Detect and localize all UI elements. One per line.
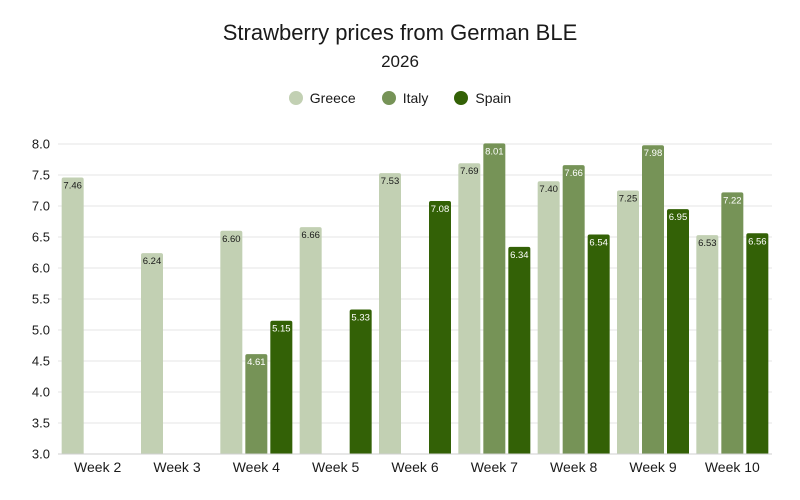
bar-value-label: 6.24 — [143, 256, 162, 267]
bar-value-label: 6.34 — [510, 250, 529, 261]
x-tick-label: Week 10 — [705, 459, 760, 475]
legend-label: Greece — [309, 90, 356, 106]
legend-label: Spain — [475, 90, 512, 106]
bar-italy-week-10 — [721, 192, 744, 455]
x-tick-label: Week 8 — [550, 459, 597, 475]
bar-value-label: 7.69 — [460, 166, 479, 177]
bar-spain-week-10 — [746, 233, 769, 454]
y-tick-label: 5.0 — [32, 323, 50, 338]
bar-value-label: 5.15 — [272, 324, 291, 335]
legend-item-greece: Greece — [288, 90, 356, 106]
bar-greece-week-3 — [141, 253, 163, 454]
bar-value-label: 6.95 — [669, 212, 688, 223]
x-tick-label: Week 7 — [471, 459, 518, 475]
bar-greece-week-4 — [220, 230, 243, 454]
legend-swatch — [381, 91, 396, 105]
bar-value-label: 7.40 — [539, 184, 558, 195]
y-tick-label: 6.5 — [32, 230, 50, 245]
y-tick-label: 7.0 — [32, 199, 50, 214]
bar-italy-week-7 — [483, 143, 506, 454]
bar-value-label: 6.53 — [698, 238, 717, 249]
bar-spain-week-8 — [587, 234, 610, 454]
bar-value-label: 8.01 — [485, 146, 504, 157]
bar-value-label: 7.53 — [381, 176, 400, 187]
legend-swatch — [454, 91, 469, 105]
bar-spain-week-4 — [270, 320, 293, 454]
bar-spain-week-5 — [349, 309, 372, 454]
bar-value-label: 6.66 — [301, 230, 320, 241]
y-tick-label: 8.0 — [32, 137, 50, 152]
bar-value-label: 6.56 — [748, 236, 767, 247]
y-tick-label: 5.5 — [32, 292, 50, 307]
x-tick-label: Week 5 — [312, 459, 359, 475]
y-tick-label: 3.0 — [32, 447, 50, 462]
bar-spain-week-9 — [667, 209, 689, 454]
bar-value-label: 7.08 — [431, 204, 450, 215]
legend-item-italy: Italy — [381, 90, 429, 106]
legend-label: Italy — [402, 90, 429, 106]
bar-value-label: 6.54 — [589, 238, 608, 249]
x-tick-label: Week 9 — [629, 459, 676, 475]
bar-greece-week-7 — [458, 163, 481, 454]
bar-greece-week-2 — [61, 177, 84, 455]
bar-value-label: 7.46 — [63, 180, 82, 191]
chart-title: Strawberry prices from German BLE — [222, 20, 578, 45]
y-tick-label: 4.0 — [32, 385, 50, 400]
y-tick-label: 4.5 — [32, 354, 50, 369]
bar-italy-week-9 — [642, 145, 664, 455]
x-tick-label: Week 4 — [233, 459, 280, 475]
legend: Greece Italy Spain — [0, 90, 800, 106]
bar-greece-week-6 — [379, 173, 401, 454]
x-tick-label: Week 3 — [153, 459, 200, 475]
bar-value-label: 7.22 — [723, 195, 742, 206]
bar-italy-week-8 — [562, 165, 585, 454]
bar-italy-week-4 — [245, 354, 268, 454]
bar-value-label: 6.60 — [222, 234, 241, 245]
bar-value-label: 4.61 — [247, 357, 266, 368]
y-tick-label: 7.5 — [32, 168, 50, 183]
bar-greece-week-9 — [617, 190, 639, 454]
y-tick-label: 3.5 — [32, 416, 50, 431]
chart-subtitle: 2026 — [381, 52, 419, 71]
x-tick-label: Week 2 — [74, 459, 121, 475]
bar-value-label: 7.98 — [644, 148, 663, 159]
legend-item-spain: Spain — [454, 90, 511, 106]
bar-greece-week-8 — [537, 181, 560, 454]
bar-greece-week-10 — [696, 235, 719, 454]
x-tick-label: Week 6 — [391, 459, 438, 475]
y-tick-label: 6.0 — [32, 261, 50, 276]
bar-value-label: 7.25 — [619, 194, 638, 205]
bar-spain-week-7 — [508, 246, 531, 454]
bar-value-label: 5.33 — [351, 313, 370, 324]
bar-value-label: 7.66 — [564, 168, 583, 179]
bar-spain-week-6 — [429, 201, 451, 454]
bar-greece-week-5 — [299, 227, 322, 454]
legend-swatch — [288, 91, 303, 105]
